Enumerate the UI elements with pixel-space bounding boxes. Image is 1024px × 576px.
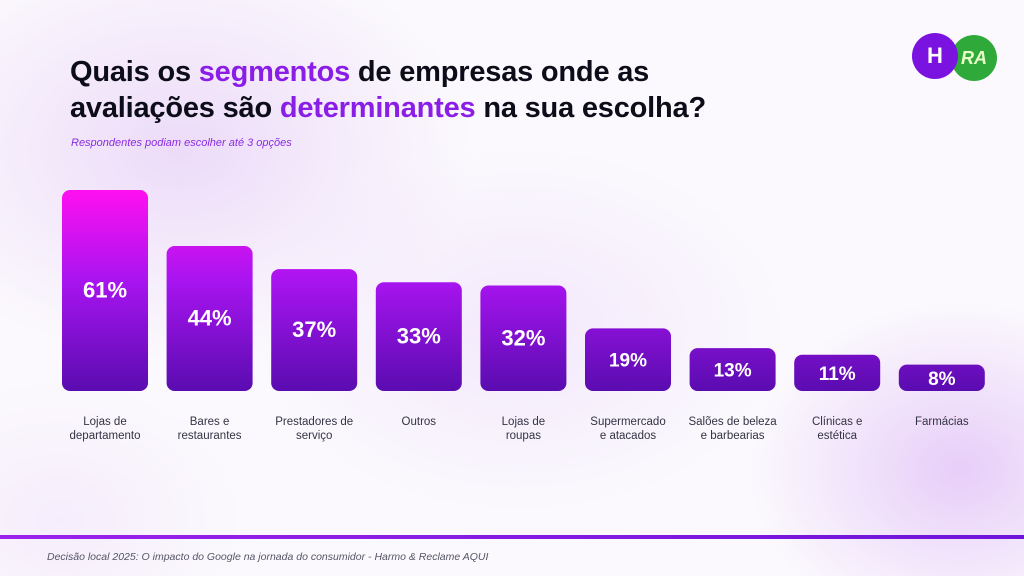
logo-group: H RA bbox=[912, 33, 1002, 83]
bar bbox=[689, 348, 776, 391]
bar bbox=[375, 282, 462, 391]
page-title: Quais os segmentos de empresas onde as a… bbox=[70, 54, 830, 126]
reclame-aqui-logo-icon: RA bbox=[951, 35, 997, 81]
bar bbox=[585, 328, 671, 391]
footer-source: Decisão local 2025: O impacto do Google … bbox=[47, 551, 489, 563]
bar bbox=[62, 190, 148, 391]
title-text: na sua escolha? bbox=[475, 92, 706, 124]
category-label: Lojas de roupas bbox=[502, 416, 545, 442]
bar-value-label: 13% bbox=[714, 361, 752, 382]
bar bbox=[480, 285, 567, 391]
bar bbox=[166, 246, 253, 391]
title-highlight: determinantes bbox=[279, 92, 476, 124]
footer-divider bbox=[0, 535, 1024, 539]
category-label: Clínicas e estética bbox=[812, 416, 863, 442]
bar-value-label: 33% bbox=[397, 324, 441, 349]
bar-value-label: 19% bbox=[609, 351, 647, 372]
category-label: Outros bbox=[402, 416, 437, 428]
bar bbox=[794, 354, 881, 391]
bar bbox=[271, 269, 358, 391]
subtitle: Respondentes podiam escolher até 3 opçõe… bbox=[71, 137, 292, 149]
title-text: Quais os bbox=[70, 56, 199, 88]
title-text: avaliações são bbox=[70, 92, 280, 124]
bar-value-label: 32% bbox=[501, 325, 545, 350]
bar-value-label: 37% bbox=[292, 317, 336, 342]
bar-value-label: 8% bbox=[928, 369, 956, 390]
title-highlight: segmentos bbox=[198, 56, 351, 88]
category-label: Salões de beleza e barbearias bbox=[688, 416, 777, 442]
category-label: Prestadores de serviço bbox=[275, 416, 353, 442]
category-label: Bares e restaurantes bbox=[178, 416, 242, 442]
bar-value-label: 11% bbox=[819, 364, 856, 385]
bar-value-label: 44% bbox=[188, 306, 232, 331]
bar-value-label: 61% bbox=[83, 278, 127, 303]
bar bbox=[898, 364, 985, 391]
category-label: Farmácias bbox=[915, 416, 969, 428]
harmo-logo-icon: H bbox=[912, 33, 958, 79]
title-text: de empresas onde as bbox=[350, 56, 650, 88]
category-label: Supermercado e atacados bbox=[590, 416, 665, 442]
category-label: Lojas de departamento bbox=[70, 416, 141, 442]
